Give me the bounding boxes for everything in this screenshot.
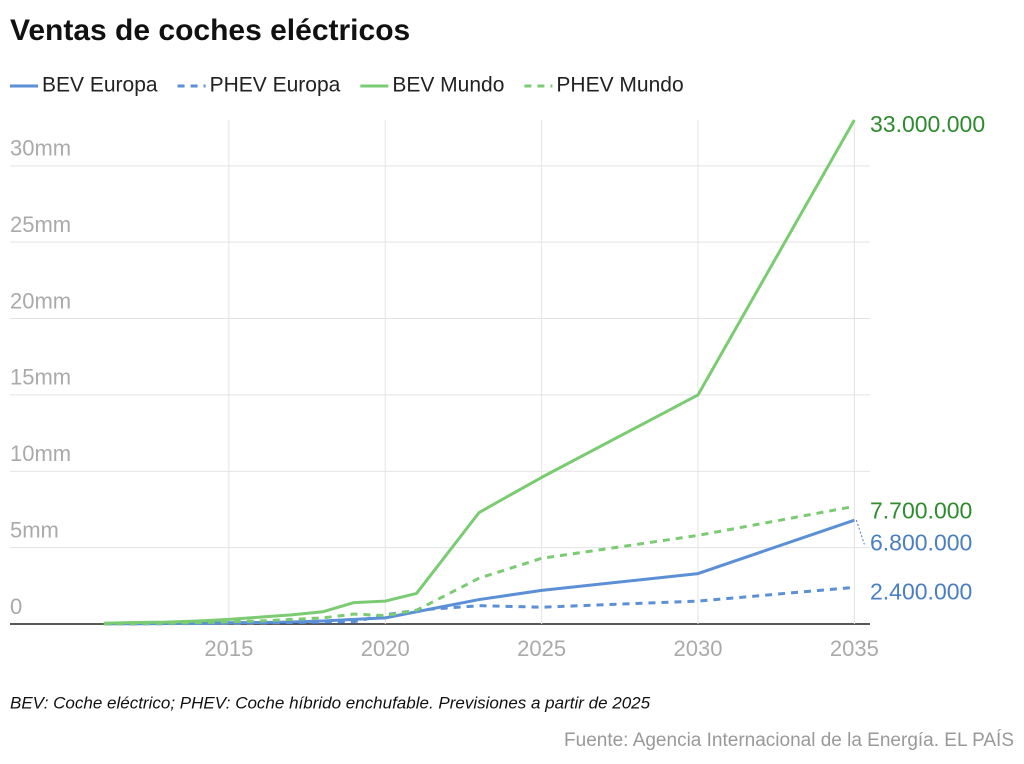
value-label: 2.400.000	[870, 578, 972, 604]
x-tick-label: 2015	[204, 636, 253, 661]
y-tick-label: 20mm	[10, 288, 71, 313]
source: Fuente: Agencia Internacional de la Ener…	[564, 730, 1014, 751]
legend-label: BEV Mundo	[392, 74, 504, 97]
x-tick-label: 2035	[830, 636, 879, 661]
y-tick-label: 5mm	[10, 517, 59, 542]
label-leader	[855, 519, 865, 545]
value-label: 6.800.000	[870, 529, 972, 555]
y-tick-label: 0	[10, 594, 22, 619]
x-tick-label: 2025	[517, 636, 566, 661]
footnote: BEV: Coche eléctrico; PHEV: Coche híbrid…	[10, 693, 651, 712]
y-tick-label: 15mm	[10, 365, 71, 390]
series-line	[103, 119, 856, 625]
x-tick-label: 2030	[674, 636, 723, 661]
y-tick-label: 10mm	[10, 441, 71, 466]
y-tick-label: 25mm	[10, 212, 71, 237]
value-label: 33.000.000	[870, 111, 985, 137]
series-line	[103, 585, 855, 626]
chart-title: Ventas de coches eléctricos	[10, 14, 410, 47]
series-line	[103, 518, 855, 626]
x-tick-label: 2020	[361, 636, 410, 661]
legend-label: PHEV Mundo	[556, 74, 683, 97]
legend-label: PHEV Europa	[210, 74, 341, 97]
value-label: 7.700.000	[870, 497, 972, 523]
legend-label: BEV Europa	[42, 74, 158, 97]
series-line	[103, 504, 855, 626]
y-tick-label: 30mm	[10, 136, 71, 161]
